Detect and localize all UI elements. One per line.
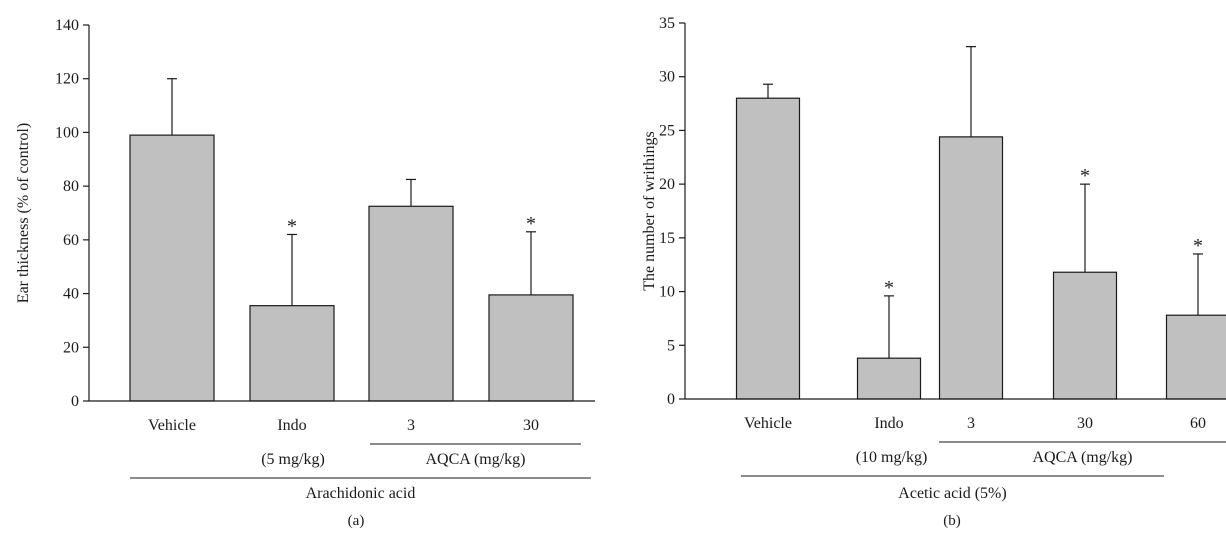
y-tick-label: 25 [659, 122, 675, 139]
y-tick-label: 20 [659, 176, 675, 193]
subgroup-label: AQCA (mg/kg) [1033, 449, 1133, 466]
bar [488, 294, 574, 402]
panel-label: (a) [348, 513, 365, 529]
panel-b-writhings-chart: Vehicle * Indo 3 * 30 * 60 0 5 10 15 20 25 30 35 The num… [641, 15, 1226, 529]
y-tick-label: 140 [55, 17, 79, 34]
subgroup-label: (10 mg/kg) [856, 449, 928, 466]
y-axis-label: The number of writhings [641, 131, 658, 291]
y-tick-label: 80 [63, 178, 79, 195]
category-label: 30 [1077, 415, 1093, 432]
bar [1165, 314, 1226, 400]
panel-label: (b) [943, 513, 961, 529]
y-tick-label: 5 [667, 337, 675, 354]
y-tick-label: 30 [659, 69, 675, 86]
subgroup-label: AQCA (mg/kg) [426, 451, 526, 468]
significance-marker: * [1193, 235, 1203, 257]
y-tick-label: 35 [659, 15, 675, 32]
panel-a-ear-thickness-chart: Vehicle * Indo 3 * 30 0 20 40 60 80 100 120 140 Ear th… [15, 17, 595, 529]
group-label: Arachidonic acid [306, 485, 416, 502]
bar [735, 97, 801, 400]
bar [368, 205, 454, 402]
y-tick-label: 10 [659, 284, 675, 301]
subgroup-label: (5 mg/kg) [261, 451, 325, 468]
bar [1052, 271, 1118, 400]
y-axis-label: Ear thickness (% of control) [15, 123, 32, 303]
y-tick-label: 15 [659, 230, 675, 247]
category-label: Vehicle [148, 417, 196, 434]
category-label: 30 [523, 417, 539, 434]
category-label: Indo [277, 417, 306, 434]
y-tick-label: 0 [667, 391, 675, 408]
category-label: Indo [874, 415, 903, 432]
significance-marker: * [884, 277, 894, 299]
significance-marker: * [287, 215, 297, 237]
group-label: Acetic acid (5%) [898, 485, 1006, 502]
bar [856, 357, 922, 400]
y-tick-label: 120 [55, 71, 79, 88]
y-tick-label: 0 [71, 393, 79, 410]
category-label: 60 [1190, 415, 1206, 432]
bar [249, 305, 335, 402]
y-tick-label: 60 [63, 232, 79, 249]
category-label: 3 [967, 415, 975, 432]
bar [129, 134, 215, 402]
bar [938, 136, 1004, 400]
significance-marker: * [1080, 165, 1090, 187]
y-tick-label: 40 [63, 286, 79, 303]
category-label: Vehicle [744, 415, 792, 432]
y-tick-label: 20 [63, 339, 79, 356]
category-label: 3 [407, 417, 415, 434]
y-tick-label: 100 [55, 124, 79, 141]
significance-marker: * [526, 213, 536, 235]
